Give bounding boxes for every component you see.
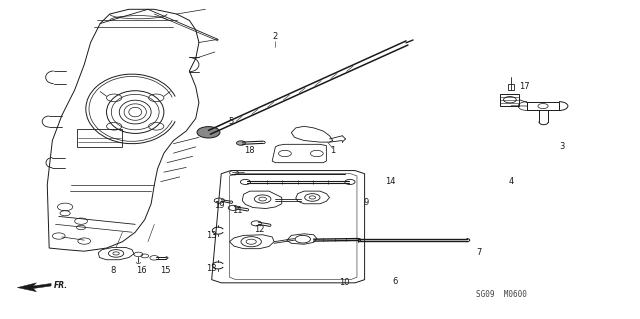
Text: 11: 11: [232, 206, 243, 215]
Text: 13: 13: [206, 231, 217, 240]
Text: 3: 3: [559, 142, 565, 151]
Bar: [500, 94, 520, 106]
Text: 10: 10: [339, 278, 349, 287]
Text: 18: 18: [244, 145, 255, 154]
Text: 9: 9: [364, 198, 369, 207]
Text: 14: 14: [385, 177, 396, 186]
Text: FR.: FR.: [54, 280, 68, 290]
Text: 16: 16: [136, 266, 147, 275]
Text: 6: 6: [392, 277, 398, 286]
Text: 8: 8: [110, 266, 116, 275]
Circle shape: [237, 141, 246, 145]
Text: 15: 15: [160, 266, 170, 275]
Text: 19: 19: [214, 201, 225, 210]
Text: SG09  M0600: SG09 M0600: [476, 290, 527, 299]
Text: 17: 17: [518, 82, 529, 91]
Circle shape: [197, 127, 220, 138]
Text: 2: 2: [273, 32, 278, 41]
Text: 7: 7: [477, 248, 482, 257]
Text: 1: 1: [330, 145, 335, 154]
Text: 5: 5: [228, 117, 234, 126]
Bar: [77, 129, 122, 147]
Bar: [527, 102, 559, 110]
Text: 13: 13: [206, 264, 217, 273]
Polygon shape: [17, 283, 51, 292]
Text: 4: 4: [509, 177, 514, 186]
Text: 12: 12: [254, 225, 265, 234]
Bar: [508, 84, 515, 90]
